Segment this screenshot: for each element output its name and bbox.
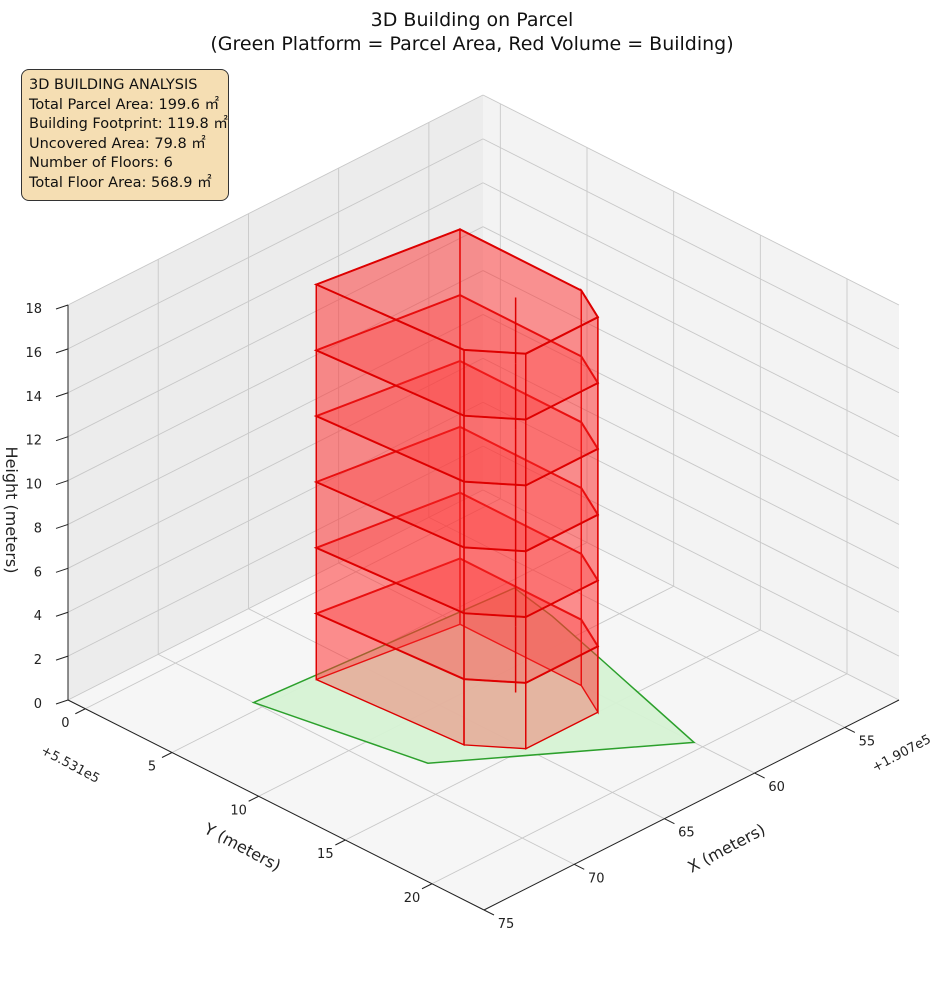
x-axis-label: X (meters) [684, 820, 768, 877]
grid-line-z [482, 401, 900, 613]
x-tick-label: 70 [588, 871, 605, 886]
grid-line-z [482, 270, 900, 481]
grid-line-z [482, 489, 900, 701]
grid-line-z [482, 314, 900, 525]
x-tick-mark [754, 772, 765, 779]
building-slab [313, 228, 600, 355]
z-tick-label: 2 [34, 653, 42, 668]
info-box-line: Number of Floors: 6 [29, 155, 173, 172]
x-tick-label: 55 [859, 734, 876, 749]
axes-lines [67, 305, 900, 911]
y-tick-label: 10 [230, 803, 247, 818]
building-wall [463, 612, 527, 684]
z-tick-mark [55, 480, 69, 486]
building-floor [313, 557, 600, 750]
y-tick-mark [421, 883, 433, 890]
z-tick-mark [55, 655, 69, 661]
grid-line-z [482, 226, 900, 438]
info-box-line: Building Footprint: 119.8 ㎡ [29, 116, 228, 133]
grid-line-x [428, 516, 846, 728]
x-offset-label: +1.907e5 [870, 732, 934, 775]
info-box-heading: 3D BUILDING ANALYSIS [29, 77, 198, 93]
y-tick-label: 0 [61, 716, 69, 731]
y-axis-line [67, 699, 485, 911]
grid-line-z [482, 138, 900, 350]
y-axis-label: Y (meters) [200, 819, 284, 876]
building-volume [313, 228, 600, 750]
building-wall [463, 480, 527, 552]
grid-line-z [482, 94, 900, 306]
z-tick-label: 4 [34, 609, 42, 624]
z-tick-label: 14 [25, 390, 42, 405]
y-tick-label: 15 [317, 847, 334, 862]
pane-left [68, 95, 483, 700]
tick-labels: 55 60 65 70 75 0 5 10 15 20 0 2 4 6 8 10 12 14 16 18 [25, 302, 875, 932]
grid-line-z [67, 445, 484, 657]
grid-line-z [67, 226, 484, 438]
y-offset-label: +5.531e5 [38, 743, 102, 786]
x-tick-label: 75 [498, 917, 515, 932]
z-tick-label: 0 [34, 697, 42, 712]
grid-line-z [67, 270, 484, 481]
z-tick-mark [55, 392, 69, 398]
y-tick-label: 5 [148, 760, 156, 775]
grid-line-y [431, 673, 848, 885]
z-tick-mark [55, 348, 69, 354]
z-tick-mark [55, 436, 69, 442]
chart-title-line-1: 3D Building on Parcel [371, 9, 574, 31]
z-tick-label: 16 [25, 346, 42, 361]
grid-line-z [67, 401, 484, 613]
y-tick-mark [161, 752, 173, 758]
z-tick-mark [55, 567, 69, 573]
grid-line-z [482, 182, 900, 394]
building-floor [313, 228, 600, 421]
building-wall [463, 678, 527, 750]
info-box-line: Uncovered Area: 79.8 ㎡ [29, 135, 206, 152]
x-tick-mark [483, 909, 495, 916]
z-tick-label: 18 [25, 302, 42, 317]
grid-line-z [67, 182, 484, 394]
z-tick-mark [55, 611, 69, 617]
z-axis-label: Height (meters) [2, 447, 21, 574]
z-tick-mark [55, 523, 69, 529]
z-tick-label: 8 [34, 521, 42, 536]
y-tick-mark [248, 795, 259, 802]
z-tick-mark [55, 699, 69, 705]
grid-line-z [67, 314, 484, 525]
grid-line-z [67, 94, 484, 306]
x-tick-mark [844, 726, 856, 733]
building-floor [313, 293, 600, 487]
x-tick-mark [573, 863, 585, 870]
y-tick-mark [335, 839, 346, 846]
x-tick-label: 65 [678, 826, 695, 841]
building-wall [463, 349, 527, 421]
grid-line-z [67, 138, 484, 350]
x-axis-line [483, 699, 900, 911]
z-tick-label: 12 [25, 434, 42, 449]
y-tick-label: 20 [404, 891, 421, 906]
z-tick-label: 10 [25, 478, 42, 493]
building-wall [463, 546, 527, 618]
building-wall [463, 414, 527, 487]
x-tick-label: 60 [768, 780, 785, 795]
y-tick-mark [75, 708, 86, 715]
analysis-info-box: 3D BUILDING ANALYSIS Total Parcel Area: … [21, 69, 229, 201]
x-tick-mark [664, 818, 675, 825]
z-tick-label: 6 [34, 565, 42, 580]
chart-title-line-2: (Green Platform = Parcel Area, Red Volum… [210, 33, 733, 55]
grid-line-x [158, 653, 575, 865]
z-tick-mark [55, 304, 69, 310]
grid-line-z [482, 357, 900, 569]
building-floor [313, 491, 600, 685]
building-floor [313, 359, 600, 553]
info-box-line: Total Parcel Area: 199.6 ㎡ [29, 96, 220, 113]
info-box-line: Total Floor Area: 568.9 ㎡ [29, 174, 212, 191]
grid-line-z [482, 445, 900, 657]
